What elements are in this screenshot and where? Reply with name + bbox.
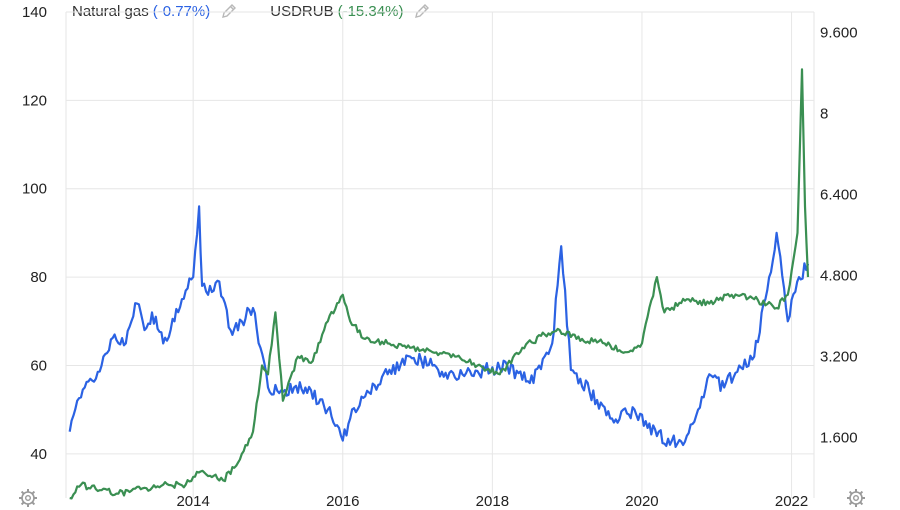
legend-change: (-0.77%) [152, 2, 211, 20]
y-tick-label-right: 9.600 [820, 24, 858, 41]
y-tick-label-right: 4.800 [820, 267, 858, 284]
pencil-icon[interactable] [413, 2, 431, 20]
legend-label: USDRUB [270, 2, 334, 20]
y-tick-label-right: 8 [820, 105, 828, 122]
legend-change: (-15.34%) [337, 2, 404, 20]
series-group [68, 68, 810, 500]
y-tick-label-right: 6.400 [820, 186, 858, 203]
left-axis: 40 60 80 100 120 140 [22, 4, 47, 463]
y-tick-label-left: 60 [30, 357, 47, 374]
legend-item-natural-gas[interactable]: Natural gas (-0.77%) [72, 2, 238, 20]
series-line-usdrub [69, 68, 810, 500]
y-tick-label-left: 40 [30, 446, 47, 463]
y-tick-label-right: 1.600 [820, 429, 858, 446]
gear-icon[interactable] [846, 488, 866, 508]
y-tick-label-left: 100 [22, 181, 47, 198]
pencil-icon[interactable] [220, 2, 238, 20]
x-axis: 2014 2016 2018 2020 2022 [176, 493, 808, 510]
legend: Natural gas (-0.77%) USDRUB (-15.34%) [72, 0, 463, 22]
x-tick-label: 2016 [326, 493, 359, 510]
x-tick-label: 2014 [176, 493, 209, 510]
legend-label: Natural gas [72, 2, 149, 20]
gear-icon[interactable] [18, 488, 38, 508]
y-tick-label-left: 120 [22, 92, 47, 109]
x-tick-label: 2018 [476, 493, 509, 510]
grid [65, 11, 815, 498]
x-tick-label: 2020 [625, 493, 658, 510]
y-tick-label-left: 140 [22, 4, 47, 21]
x-tick-label: 2022 [775, 493, 808, 510]
y-tick-label-right: 3.200 [820, 348, 858, 365]
legend-item-usdrub[interactable]: USDRUB (-15.34%) [270, 2, 431, 20]
right-axis: 1.600 3.200 4.800 6.400 8 9.600 [820, 24, 858, 446]
y-tick-label-left: 80 [30, 269, 47, 286]
series-line-natural-gas [68, 205, 810, 448]
